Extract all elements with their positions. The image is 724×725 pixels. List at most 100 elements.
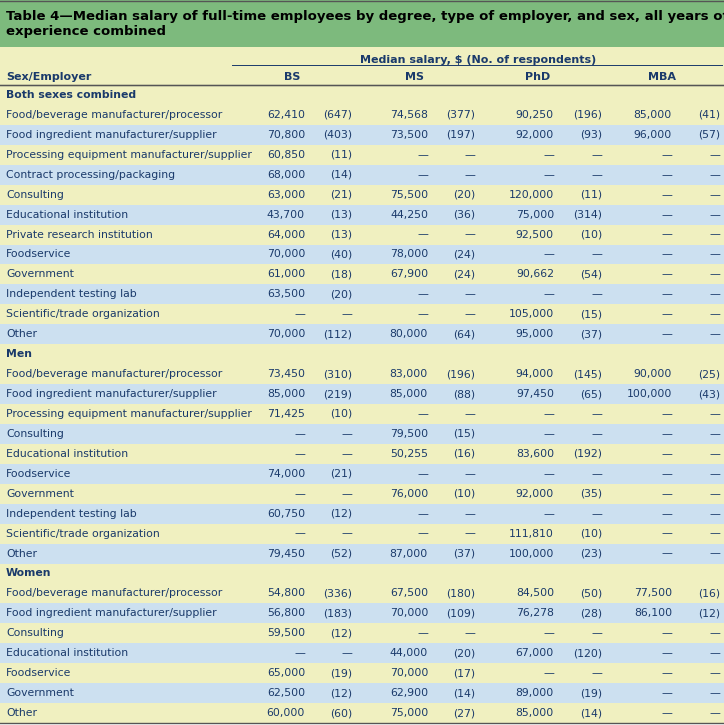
Text: MBA: MBA bbox=[648, 72, 676, 82]
Text: 68,000: 68,000 bbox=[266, 170, 305, 180]
Text: (16): (16) bbox=[453, 449, 475, 459]
Text: (14): (14) bbox=[330, 170, 352, 180]
Text: Consulting: Consulting bbox=[6, 429, 64, 439]
Text: 73,450: 73,450 bbox=[267, 369, 305, 379]
Text: PhD: PhD bbox=[526, 72, 551, 82]
Text: 62,500: 62,500 bbox=[267, 688, 305, 698]
Text: —: — bbox=[294, 529, 305, 539]
Text: 60,750: 60,750 bbox=[267, 509, 305, 518]
Text: 67,000: 67,000 bbox=[515, 648, 554, 658]
Text: (10): (10) bbox=[580, 529, 602, 539]
Text: (19): (19) bbox=[330, 668, 352, 678]
Text: —: — bbox=[464, 170, 475, 180]
Bar bbox=[0, 145, 724, 165]
Text: —: — bbox=[661, 329, 672, 339]
Text: —: — bbox=[341, 429, 352, 439]
Bar bbox=[0, 484, 724, 504]
Text: Consulting: Consulting bbox=[6, 190, 64, 199]
Text: —: — bbox=[417, 509, 428, 518]
Text: 74,000: 74,000 bbox=[266, 469, 305, 478]
Text: 70,000: 70,000 bbox=[390, 668, 428, 678]
Text: —: — bbox=[591, 629, 602, 638]
Text: —: — bbox=[294, 449, 305, 459]
Text: —: — bbox=[464, 230, 475, 239]
Text: —: — bbox=[661, 509, 672, 518]
Text: —: — bbox=[543, 170, 554, 180]
Text: (21): (21) bbox=[330, 190, 352, 199]
Text: —: — bbox=[417, 409, 428, 419]
Text: —: — bbox=[417, 150, 428, 160]
Text: Educational institution: Educational institution bbox=[6, 210, 128, 220]
Text: 86,100: 86,100 bbox=[634, 608, 672, 618]
Text: —: — bbox=[591, 249, 602, 260]
Text: —: — bbox=[464, 469, 475, 478]
Text: —: — bbox=[543, 409, 554, 419]
Text: —: — bbox=[661, 549, 672, 558]
Text: (12): (12) bbox=[330, 629, 352, 638]
Text: Foodservice: Foodservice bbox=[6, 469, 72, 478]
Text: (647): (647) bbox=[323, 110, 352, 120]
Text: —: — bbox=[591, 170, 602, 180]
Text: —: — bbox=[591, 289, 602, 299]
Text: 94,000: 94,000 bbox=[515, 369, 554, 379]
Text: (310): (310) bbox=[323, 369, 352, 379]
Text: (10): (10) bbox=[329, 409, 352, 419]
Text: (57): (57) bbox=[698, 130, 720, 140]
Text: (88): (88) bbox=[453, 389, 475, 399]
Text: 73,500: 73,500 bbox=[390, 130, 428, 140]
Text: 70,000: 70,000 bbox=[266, 249, 305, 260]
Text: 85,000: 85,000 bbox=[390, 389, 428, 399]
Text: —: — bbox=[709, 329, 720, 339]
Bar bbox=[0, 165, 724, 185]
Text: 80,000: 80,000 bbox=[390, 329, 428, 339]
Text: (36): (36) bbox=[453, 210, 475, 220]
Text: Scientific/trade organization: Scientific/trade organization bbox=[6, 529, 160, 539]
Text: —: — bbox=[661, 270, 672, 279]
Text: (314): (314) bbox=[573, 210, 602, 220]
Bar bbox=[0, 185, 724, 204]
Text: —: — bbox=[709, 429, 720, 439]
Text: 76,278: 76,278 bbox=[516, 608, 554, 618]
Bar bbox=[0, 563, 724, 584]
Text: (12): (12) bbox=[330, 688, 352, 698]
Text: (13): (13) bbox=[330, 210, 352, 220]
Text: —: — bbox=[543, 509, 554, 518]
Text: Government: Government bbox=[6, 688, 74, 698]
Text: 56,800: 56,800 bbox=[267, 608, 305, 618]
Text: —: — bbox=[591, 429, 602, 439]
Text: —: — bbox=[709, 668, 720, 678]
Text: —: — bbox=[709, 190, 720, 199]
Text: —: — bbox=[661, 150, 672, 160]
Text: (50): (50) bbox=[580, 589, 602, 598]
Text: (24): (24) bbox=[453, 270, 475, 279]
Text: 63,500: 63,500 bbox=[267, 289, 305, 299]
Text: —: — bbox=[294, 648, 305, 658]
Text: Both sexes combined: Both sexes combined bbox=[6, 90, 136, 100]
Text: —: — bbox=[543, 668, 554, 678]
Text: —: — bbox=[341, 489, 352, 499]
Text: (336): (336) bbox=[323, 589, 352, 598]
Text: —: — bbox=[543, 469, 554, 478]
Text: 75,000: 75,000 bbox=[515, 210, 554, 220]
Text: 70,800: 70,800 bbox=[266, 130, 305, 140]
Text: —: — bbox=[294, 429, 305, 439]
Text: Median salary, $ (No. of respondents): Median salary, $ (No. of respondents) bbox=[360, 55, 596, 65]
Text: 100,000: 100,000 bbox=[627, 389, 672, 399]
Text: —: — bbox=[464, 310, 475, 319]
Text: (12): (12) bbox=[698, 608, 720, 618]
Text: Private research institution: Private research institution bbox=[6, 230, 153, 239]
Bar bbox=[0, 703, 724, 723]
Bar bbox=[0, 0, 724, 47]
Bar bbox=[0, 444, 724, 464]
Text: Women: Women bbox=[6, 568, 51, 579]
Text: —: — bbox=[464, 409, 475, 419]
Text: 75,500: 75,500 bbox=[390, 190, 428, 199]
Text: (10): (10) bbox=[580, 230, 602, 239]
Text: —: — bbox=[591, 150, 602, 160]
Text: (20): (20) bbox=[452, 190, 475, 199]
Bar bbox=[0, 364, 724, 384]
Text: (25): (25) bbox=[698, 369, 720, 379]
Text: (60): (60) bbox=[329, 708, 352, 718]
Text: Consulting: Consulting bbox=[6, 629, 64, 638]
Text: 54,800: 54,800 bbox=[267, 589, 305, 598]
